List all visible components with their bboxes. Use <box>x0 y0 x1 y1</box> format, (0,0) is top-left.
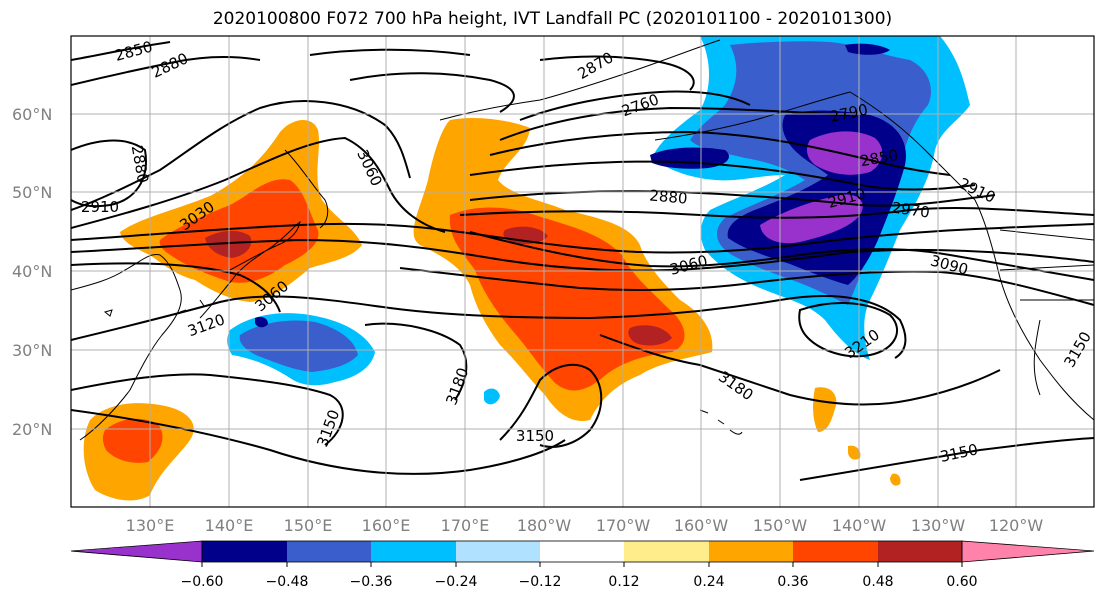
lat-label: 40°N <box>12 262 52 281</box>
contour-2970 <box>459 206 1094 219</box>
shade-darkred-japan <box>205 230 252 258</box>
contour-2880-c <box>469 160 976 191</box>
colorbar-segment <box>793 541 878 562</box>
contour-3120 <box>71 295 907 359</box>
lon-label: 180°W <box>517 516 572 535</box>
map-frame <box>70 35 1095 508</box>
shade-small-orange-2 <box>848 445 861 460</box>
colorbar-extend-left <box>71 541 202 562</box>
colorbar-segment <box>709 541 793 562</box>
ivt-shading <box>83 36 970 501</box>
shade-blue-west <box>239 320 358 372</box>
lat-label: 60°N <box>12 105 52 124</box>
shade-orange-sw <box>102 418 163 463</box>
colorbar-tick-label: −0.48 <box>266 574 309 590</box>
colorbar-segment <box>624 541 709 562</box>
contour-2870-top <box>539 55 695 91</box>
contour-b <box>71 238 1094 272</box>
lon-label: 130°W <box>911 516 966 535</box>
lat-label: 30°N <box>12 341 52 360</box>
coast-baja <box>1033 319 1041 396</box>
shade-small-blue <box>484 388 500 405</box>
contour-2850-e <box>489 130 951 176</box>
contour-inner-2 <box>309 48 471 56</box>
coast-alaska <box>439 39 721 121</box>
colorbar-tick-label: 0.12 <box>608 574 639 590</box>
lon-label: 170°E <box>441 516 490 535</box>
contour-3030 <box>71 136 446 233</box>
longitude-labels: 130°E 140°E 150°E 160°E 170°E 180°W 170°… <box>126 516 1044 535</box>
shade-small-orange-1 <box>813 387 837 432</box>
colorbar: −0.60 −0.48 −0.36 −0.24 −0.12 0.12 0.24 0.36 0.4… <box>70 540 1095 590</box>
lon-label: 160°W <box>674 516 729 535</box>
shade-small-orange-3 <box>890 473 901 486</box>
contour-2910-w <box>71 100 411 211</box>
lon-label: 140°E <box>205 516 254 535</box>
height-contours <box>71 41 1094 481</box>
shade-purple-east-2 <box>760 194 863 244</box>
coast-asia <box>71 253 182 441</box>
lat-label: 20°N <box>12 420 52 439</box>
colorbar-tick-label: −0.60 <box>181 574 224 590</box>
contour-label: 2910 <box>81 198 119 216</box>
colorbar-segment <box>371 541 456 562</box>
lat-label: 50°N <box>12 183 52 202</box>
contour-2910-e <box>469 190 996 207</box>
shade-navy-west <box>255 316 268 328</box>
colorbar-tick-label: 0.60 <box>946 574 977 590</box>
coast-nw-america <box>849 91 1094 421</box>
colorbar-segment <box>878 541 962 562</box>
lon-label: 140°W <box>832 516 887 535</box>
colorbar-extend-right <box>962 541 1094 562</box>
lon-label: 130°E <box>126 516 175 535</box>
map-title: 2020100800 F072 700 hPa height, IVT Land… <box>212 9 893 29</box>
contour-label: 3150 <box>516 427 554 445</box>
contour-label: 2970 <box>891 198 931 221</box>
latitude-labels: 60°N 50°N 40°N 30°N 20°N <box>12 105 52 439</box>
colorbar-segment <box>287 541 371 562</box>
colorbar-tick-label: 0.24 <box>693 574 724 590</box>
coastlines <box>71 39 1094 441</box>
map-layers: 2850 2880 2870 2760 2790 2880 3060 2910 … <box>71 36 1094 507</box>
lon-label: 120°W <box>989 516 1044 535</box>
colorbar-tick-label: 0.36 <box>777 574 808 590</box>
contour-2880-w <box>71 139 147 208</box>
shade-orange-japan <box>159 179 319 283</box>
colorbar-tick-label: −0.12 <box>519 574 562 590</box>
contour-2880-nw <box>71 56 261 86</box>
lon-label: 150°E <box>284 516 333 535</box>
colorbar-outline-right <box>961 540 1095 563</box>
colorbar-tick-label: 0.48 <box>862 574 893 590</box>
colorbar-ticks: −0.60 −0.48 −0.36 −0.24 −0.12 0.12 0.24 0.36 0.4… <box>181 562 978 590</box>
colorbar-segment <box>540 541 624 562</box>
lon-label: 170°W <box>596 516 651 535</box>
contour-inner-1 <box>349 72 515 113</box>
colorbar-tick-label: −0.36 <box>350 574 393 590</box>
contour-3060-w <box>71 262 281 313</box>
contour-2790 <box>499 106 851 141</box>
contour-3150-e <box>799 437 1094 481</box>
colorbar-segments <box>71 541 1094 562</box>
coast-kamchatka <box>284 149 329 229</box>
contour-2760 <box>519 90 751 121</box>
contour-label: 2880 <box>649 186 689 207</box>
graticule <box>71 36 1094 507</box>
contour-3150-main <box>71 409 566 475</box>
contour-3150-c <box>499 363 603 448</box>
contour-3060-c <box>469 231 1094 281</box>
shade-darkred-central-2 <box>628 325 672 346</box>
coast-aleutians <box>654 91 851 141</box>
colorbar-segment <box>456 541 540 562</box>
colorbar-segment <box>202 541 287 562</box>
colorbar-tick-label: −0.24 <box>435 574 478 590</box>
shade-navy-top <box>845 43 890 55</box>
contour-3090 <box>399 267 1094 306</box>
lon-label: 160°E <box>362 516 411 535</box>
contour-3150-w <box>71 373 344 446</box>
contour-2850-nw <box>71 41 171 61</box>
lon-label: 150°W <box>753 516 808 535</box>
contour-a <box>71 222 1094 254</box>
